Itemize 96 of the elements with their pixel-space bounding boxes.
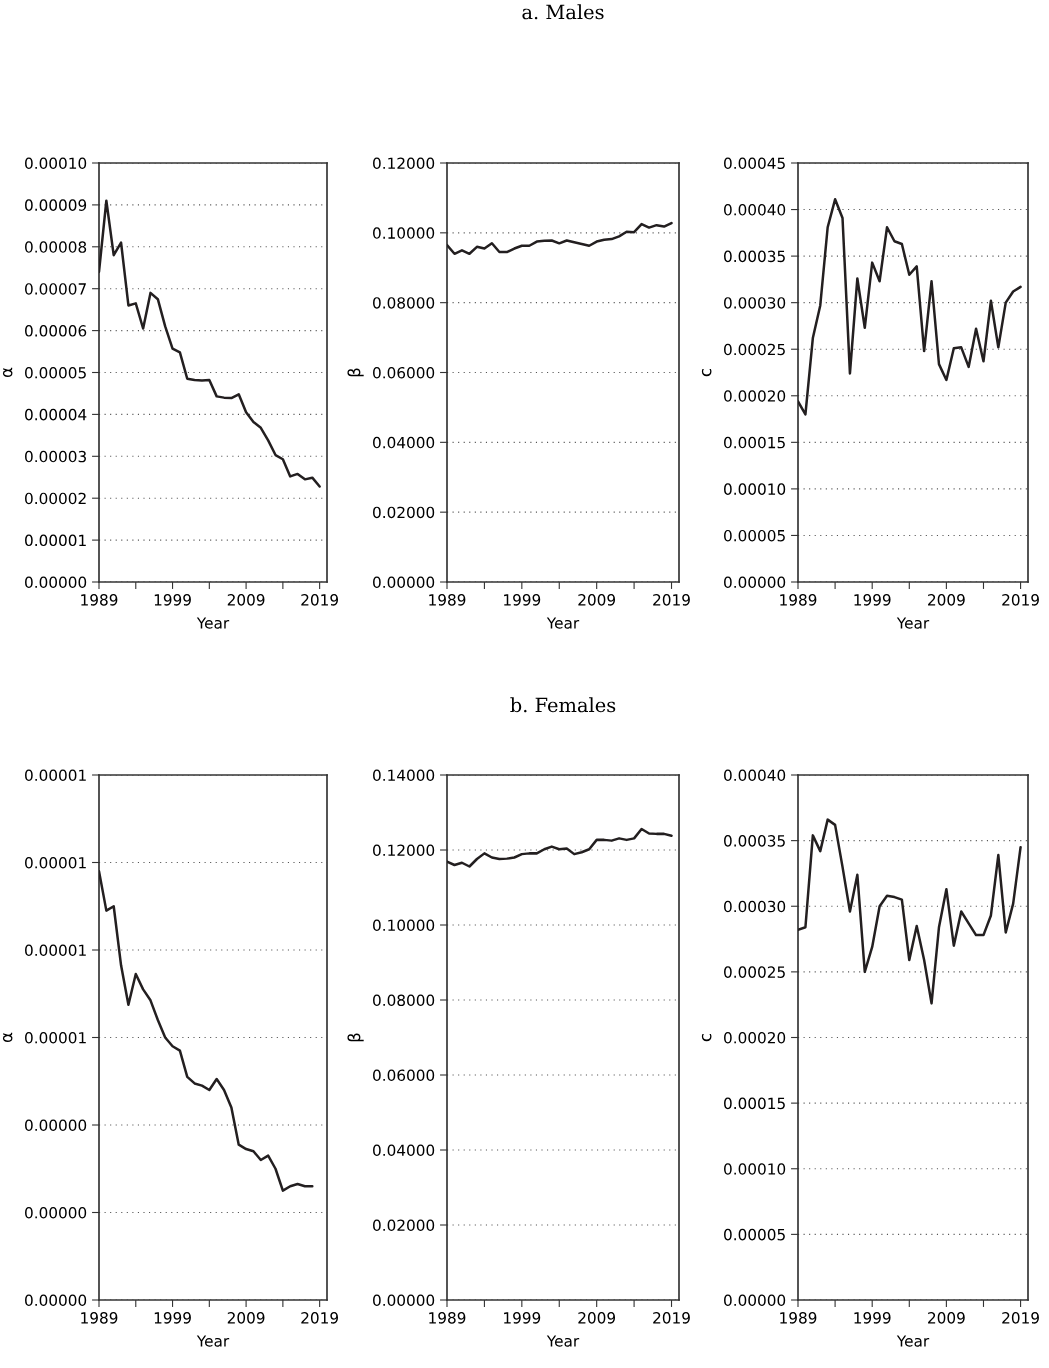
y-tick-label: 0.00000 xyxy=(724,576,786,589)
x-axis-title: Year xyxy=(546,617,580,629)
x-tick-label: 1989 xyxy=(429,1312,466,1324)
y-tick-label: 0.00025 xyxy=(724,343,785,356)
y-tick-label: 0.00010 xyxy=(724,483,786,495)
line-series xyxy=(798,818,1022,1005)
y-tick-label: 0.00001 xyxy=(25,856,86,869)
y-tick-label: 0.00001 xyxy=(25,944,86,957)
x-axis-title: Year xyxy=(546,1335,580,1347)
y-axis-title: α xyxy=(2,1032,13,1043)
x-tick-label: 2009 xyxy=(578,594,616,606)
x-tick-label: 2019 xyxy=(653,594,690,606)
x-tick-label: 2019 xyxy=(1002,594,1039,606)
y-axis-title: α xyxy=(2,367,13,378)
x-tick-label: 2019 xyxy=(301,594,339,606)
x-tick-label: 2009 xyxy=(227,1312,265,1324)
line-series xyxy=(798,198,1022,416)
x-tick-label: 1999 xyxy=(504,1312,541,1324)
y-tick-label: 0.00000 xyxy=(373,576,435,589)
y-tick-label: 0.00040 xyxy=(724,769,786,782)
y-axis-title: β xyxy=(347,1033,364,1042)
y-tick-label: 0.00030 xyxy=(724,900,786,913)
y-tick-label: 0.00000 xyxy=(373,1294,435,1307)
x-tick-label: 1999 xyxy=(854,1312,891,1324)
y-tick-label: 0.04000 xyxy=(373,436,435,449)
y-tick-label: 0.06000 xyxy=(373,1069,435,1082)
y-axis-title: c xyxy=(701,1033,712,1042)
x-tick-label: 1999 xyxy=(154,594,191,606)
y-tick-label: 0.10000 xyxy=(373,919,435,932)
x-tick-label: 1999 xyxy=(854,594,891,606)
y-tick-label: 0.00000 xyxy=(25,576,87,589)
x-tick-label: 2019 xyxy=(301,1312,339,1324)
y-tick-label: 0.00009 xyxy=(25,199,87,211)
y-tick-label: 0.00005 xyxy=(724,1228,785,1241)
y-tick-label: 0.00035 xyxy=(724,835,785,847)
x-tick-label: 2009 xyxy=(928,1312,965,1324)
x-axis-title: Year xyxy=(196,617,230,629)
x-tick-label: 1989 xyxy=(81,1312,118,1324)
y-axis-title: β xyxy=(347,368,364,377)
y-tick-label: 0.02000 xyxy=(373,1219,435,1232)
y-tick-label: 0.00005 xyxy=(724,529,785,542)
line-series xyxy=(447,827,673,868)
x-axis-title: Year xyxy=(896,1335,930,1347)
y-axis-title: c xyxy=(701,368,712,377)
y-tick-label: 0.00015 xyxy=(724,436,785,449)
y-tick-label: 0.00025 xyxy=(724,966,785,978)
x-tick-label: 2009 xyxy=(227,594,265,606)
y-tick-label: 0.12000 xyxy=(373,157,435,170)
line-series xyxy=(447,221,673,256)
x-tick-label: 2009 xyxy=(928,594,965,606)
x-tick-label: 1999 xyxy=(504,594,541,606)
y-tick-label: 0.08000 xyxy=(373,297,435,309)
y-tick-label: 0.00002 xyxy=(25,492,86,505)
y-tick-label: 0.00040 xyxy=(724,204,786,216)
y-tick-label: 0.00001 xyxy=(25,1031,86,1044)
y-tick-label: 0.00030 xyxy=(724,297,786,309)
y-tick-label: 0.12000 xyxy=(373,844,435,857)
y-tick-label: 0.00005 xyxy=(25,366,86,379)
line-series xyxy=(99,870,314,1192)
y-tick-label: 0.00001 xyxy=(25,769,86,782)
y-tick-label: 0.00008 xyxy=(25,241,87,253)
y-tick-label: 0.00007 xyxy=(25,283,86,295)
x-tick-label: 1989 xyxy=(780,1312,817,1324)
line-series xyxy=(99,199,321,488)
x-tick-label: 2009 xyxy=(578,1312,616,1324)
y-tick-label: 0.00006 xyxy=(25,325,87,337)
y-tick-label: 0.04000 xyxy=(373,1144,435,1157)
y-tick-label: 0.14000 xyxy=(373,769,435,782)
x-axis-title: Year xyxy=(896,617,930,629)
y-tick-label: 0.00010 xyxy=(724,1163,786,1175)
chart-title: a. Males xyxy=(522,4,604,20)
x-tick-label: 2019 xyxy=(1002,1312,1039,1324)
chart-title: b. Females xyxy=(510,697,616,713)
y-tick-label: 0.00001 xyxy=(25,534,86,547)
y-tick-label: 0.00045 xyxy=(724,157,785,170)
y-tick-label: 0.00015 xyxy=(724,1097,785,1110)
y-tick-label: 0.00020 xyxy=(724,1031,786,1044)
x-tick-label: 1999 xyxy=(154,1312,191,1324)
y-tick-label: 0.00035 xyxy=(724,250,785,263)
y-tick-label: 0.08000 xyxy=(373,994,435,1007)
x-tick-label: 2019 xyxy=(653,1312,690,1324)
x-tick-label: 1989 xyxy=(780,594,817,606)
y-tick-label: 0.00000 xyxy=(25,1206,87,1219)
y-tick-label: 0.00020 xyxy=(724,390,786,402)
y-tick-label: 0.02000 xyxy=(373,506,435,519)
y-tick-label: 0.06000 xyxy=(373,366,435,379)
y-tick-label: 0.00000 xyxy=(25,1119,87,1132)
x-tick-label: 1989 xyxy=(429,594,466,606)
y-tick-label: 0.00010 xyxy=(25,157,87,170)
y-tick-label: 0.10000 xyxy=(373,227,435,239)
y-tick-label: 0.00000 xyxy=(25,1294,87,1307)
y-tick-label: 0.00004 xyxy=(25,408,87,421)
y-tick-label: 0.00000 xyxy=(724,1294,786,1307)
y-tick-label: 0.00003 xyxy=(25,450,86,463)
x-axis-title: Year xyxy=(196,1335,230,1347)
x-tick-label: 1989 xyxy=(81,594,118,606)
